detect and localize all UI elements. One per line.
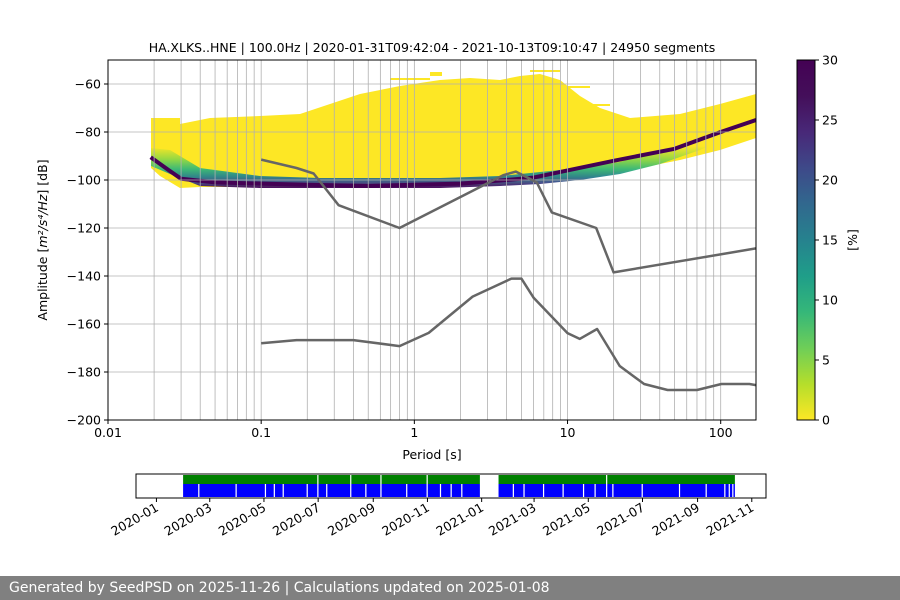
timeline-blue-gap bbox=[282, 484, 284, 497]
timeline-blue-gap bbox=[582, 484, 585, 497]
colorbar-tick-label: 20 bbox=[822, 173, 838, 188]
psd-density-band bbox=[151, 112, 756, 188]
x-tick-label: 10 bbox=[560, 425, 576, 440]
timeline-blue-gap bbox=[728, 484, 730, 497]
y-tick-label: −60 bbox=[75, 77, 101, 92]
timeline-green-gap bbox=[426, 475, 428, 484]
timeline-blue-gap bbox=[724, 484, 726, 497]
chart-title: HA.XLKS..HNE | 100.0Hz | 2020-01-31T09:4… bbox=[149, 40, 716, 55]
noise-model-high bbox=[260, 158, 756, 274]
x-axis-label: Period [s] bbox=[402, 447, 461, 462]
y-tick-label: −200 bbox=[67, 413, 101, 428]
colorbar-tick-label: 10 bbox=[822, 293, 838, 308]
timeline-blue-gap bbox=[641, 484, 643, 497]
timeline-green-gap bbox=[350, 475, 352, 484]
timeline-tick-label: 2020-05 bbox=[216, 500, 269, 539]
timeline-blue-gap bbox=[678, 484, 681, 497]
x-tick-label: 1 bbox=[410, 425, 418, 440]
timeline-tick-label: 2021-03 bbox=[486, 500, 539, 539]
noise-models bbox=[260, 158, 756, 392]
timeline-green-gap bbox=[317, 475, 319, 484]
x-tick-label: 0.01 bbox=[94, 425, 122, 440]
y-axis-label: Amplitude [m²/s⁴/Hz] [dB] bbox=[35, 159, 50, 320]
timeline-blue-gap bbox=[326, 484, 328, 497]
psd-heatmap bbox=[149, 70, 756, 188]
timeline-green-segment bbox=[183, 475, 480, 484]
timeline-green-gap bbox=[380, 475, 382, 484]
plot-grid bbox=[108, 60, 756, 420]
timeline-tick-label: 2021-11 bbox=[704, 500, 757, 539]
y-tick-label: −120 bbox=[67, 221, 101, 236]
x-tick-label: 0.1 bbox=[251, 425, 271, 440]
y-tick-label: −160 bbox=[67, 317, 101, 332]
timeline-blue-gap bbox=[273, 484, 275, 497]
timeline-blue-gap bbox=[542, 484, 545, 497]
timeline-blue-gap bbox=[317, 484, 319, 497]
timeline-blue-gap bbox=[450, 484, 452, 497]
timeline-tick-label: 2021-07 bbox=[594, 500, 647, 539]
timeline-blue-gap bbox=[365, 484, 367, 497]
colorbar-ticks: 0 5 10 15 20 25 30 bbox=[815, 53, 838, 428]
timeline-tick-label: 2020-09 bbox=[325, 500, 378, 539]
timeline-blue-gap bbox=[594, 484, 596, 497]
timeline-blue-gap bbox=[264, 484, 267, 497]
timeline-blue-segment bbox=[183, 484, 480, 497]
timeline-blue-gap bbox=[439, 484, 442, 497]
colorbar-tick-label: 15 bbox=[822, 233, 838, 248]
timeline-green-gap bbox=[606, 475, 608, 484]
timeline-blue-gap bbox=[350, 484, 352, 497]
figure-canvas: HA.XLKS..HNE | 100.0Hz | 2020-01-31T09:4… bbox=[35, 40, 860, 539]
colorbar-label: [%] bbox=[845, 229, 860, 251]
timeline-blue-segment bbox=[498, 484, 735, 497]
timeline-blue-gap bbox=[306, 484, 308, 497]
y-tick-label: −80 bbox=[75, 125, 101, 140]
footer: Generated by SeedPSD on 2025-11-26 | Cal… bbox=[0, 576, 900, 600]
psd-density-envelope bbox=[151, 74, 756, 188]
y-axis-ticks: −200 −180 −160 −140 −120 −100 −80 −60 bbox=[67, 77, 108, 428]
timeline-tick-label: 2021-05 bbox=[540, 500, 593, 539]
y-tick-label: −180 bbox=[67, 365, 101, 380]
x-axis-ticks: 0.01 0.1 1 10 100 bbox=[94, 420, 733, 440]
timeline-blue-gap bbox=[512, 484, 514, 497]
colorbar-tick-label: 0 bbox=[822, 413, 830, 428]
psd-upper-scatter bbox=[370, 70, 610, 108]
timeline-blue-gap bbox=[235, 484, 237, 497]
timeline-blue-gap bbox=[612, 484, 614, 497]
timeline-ticks: 2020-01 2020-03 2020-05 2020-07 2020-09 2020-… bbox=[108, 498, 756, 539]
timeline-tick-label: 2020-03 bbox=[162, 500, 215, 539]
timeline-tick-label: 2020-07 bbox=[270, 500, 323, 539]
y-tick-label: −100 bbox=[67, 173, 101, 188]
x-tick-label: 100 bbox=[709, 425, 733, 440]
timeline-blue-gap bbox=[705, 484, 707, 497]
colorbar bbox=[796, 59, 816, 421]
timeline-tick-label: 2020-11 bbox=[379, 500, 432, 539]
colorbar-tick-label: 5 bbox=[822, 353, 830, 368]
timeline-tick-label: 2020-01 bbox=[108, 500, 161, 539]
timeline-blue-gap bbox=[461, 484, 463, 497]
timeline-blue-gap bbox=[406, 484, 408, 497]
plot-frame bbox=[107, 59, 757, 421]
psd-mode-line bbox=[149, 118, 756, 188]
timeline-blue-gap bbox=[426, 484, 428, 497]
timeline-blue-gap bbox=[523, 484, 525, 497]
timeline-green-segment bbox=[498, 475, 735, 484]
colorbar-tick-label: 25 bbox=[822, 113, 838, 128]
timeline-blue-gap bbox=[198, 484, 200, 497]
timeline-blue-gap bbox=[380, 484, 382, 497]
timeline-blue-gap bbox=[606, 484, 608, 497]
timeline-tick-label: 2021-01 bbox=[433, 500, 486, 539]
y-tick-label: −140 bbox=[67, 269, 101, 284]
noise-model-low bbox=[261, 277, 756, 392]
colorbar-tick-label: 30 bbox=[822, 53, 838, 68]
timeline-blue-gap bbox=[732, 484, 734, 497]
data-availability-timeline bbox=[183, 475, 735, 497]
timeline-tick-label: 2021-09 bbox=[649, 500, 702, 539]
timeline-blue-gap bbox=[562, 484, 564, 497]
